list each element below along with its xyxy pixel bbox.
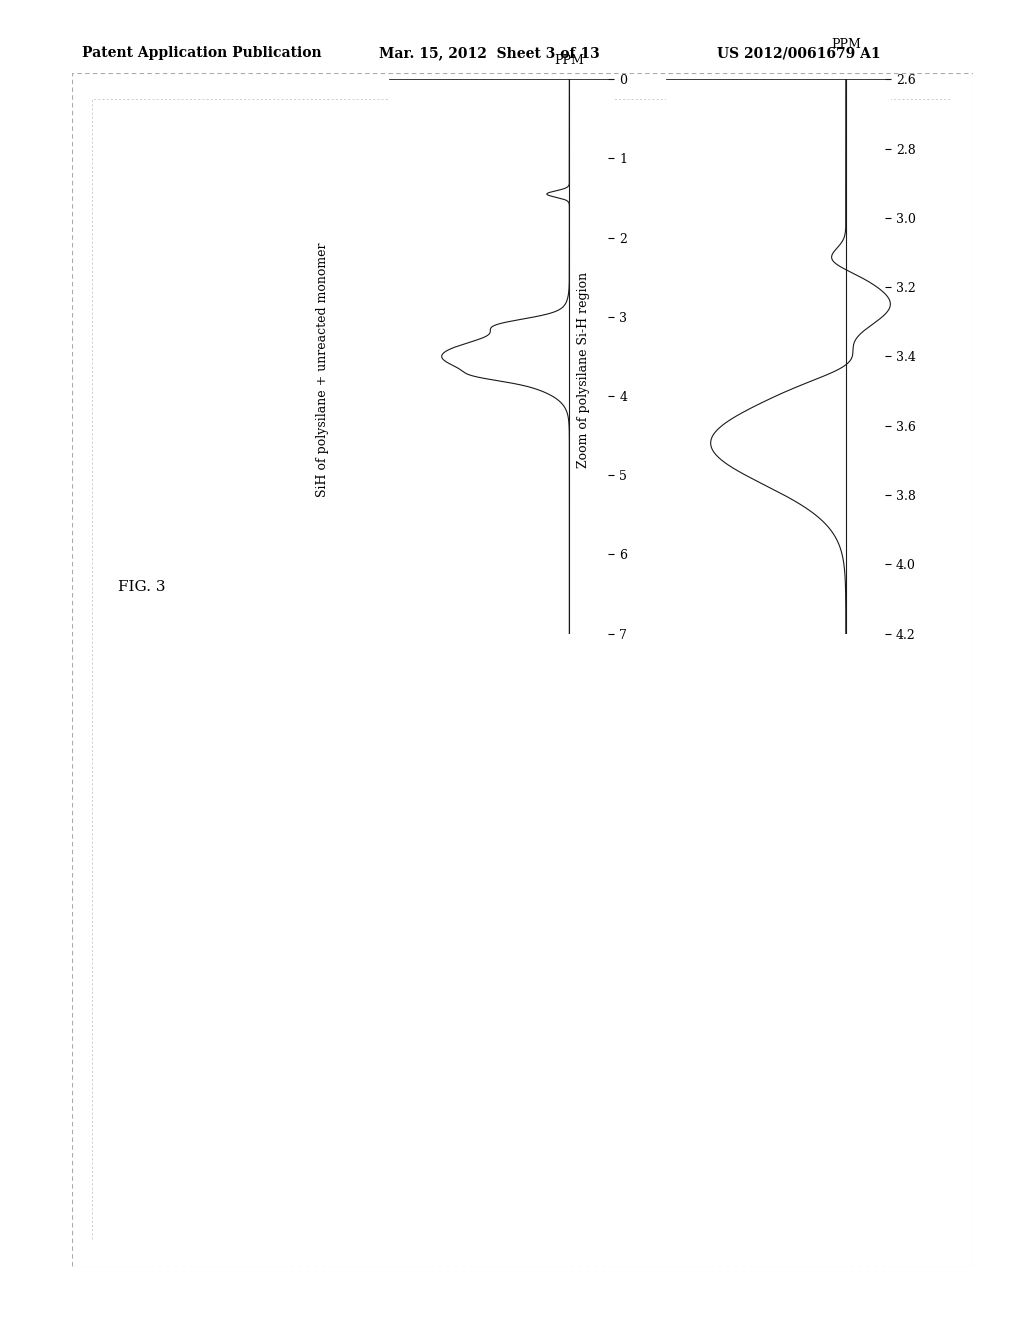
Text: SiH of polysilane + unreacted monomer: SiH of polysilane + unreacted monomer bbox=[316, 243, 329, 496]
Text: PPM: PPM bbox=[554, 54, 585, 67]
Text: FIG. 3: FIG. 3 bbox=[118, 581, 165, 594]
Text: US 2012/0061679 A1: US 2012/0061679 A1 bbox=[717, 46, 881, 61]
Text: Mar. 15, 2012  Sheet 3 of 13: Mar. 15, 2012 Sheet 3 of 13 bbox=[379, 46, 600, 61]
Text: PPM: PPM bbox=[830, 38, 861, 51]
Text: Zoom of polysilane Si-H region: Zoom of polysilane Si-H region bbox=[578, 272, 590, 467]
Text: Patent Application Publication: Patent Application Publication bbox=[82, 46, 322, 61]
